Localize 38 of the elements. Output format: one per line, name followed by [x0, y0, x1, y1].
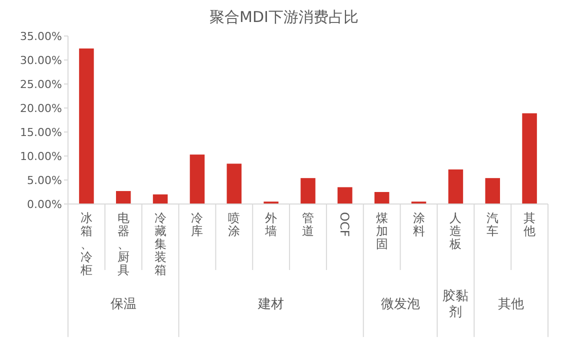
x-tick-label: 喷涂 [228, 211, 240, 238]
x-tick-label: 冷库 [191, 211, 204, 238]
bar [226, 164, 242, 204]
x-tick-label: 冰箱、冷柜 [79, 211, 92, 277]
y-tick-label: 35.00% [20, 30, 62, 43]
x-tick-label: 其他 [524, 211, 536, 238]
bar [116, 191, 131, 204]
x-tick-label: OCF [338, 212, 352, 237]
bar [152, 194, 168, 204]
x-tick-label: 涂料 [412, 211, 425, 238]
text: 微发泡 [380, 297, 420, 312]
bar [300, 178, 316, 204]
bar [522, 113, 537, 204]
y-tick-label: 0.00% [27, 198, 62, 211]
x-tick-label: 外墙 [264, 211, 278, 238]
text: 建材 [257, 297, 284, 312]
y-tick-label: 15.00% [20, 126, 62, 139]
x-tick-label: 管道 [302, 211, 314, 238]
text: 胶黏剂 [442, 289, 469, 320]
bar [448, 169, 464, 204]
x-tick-label: 汽车 [486, 211, 499, 238]
y-tick-label: 10.00% [20, 150, 62, 163]
x-tick-label: 煤加固 [376, 211, 388, 251]
bar [338, 187, 352, 204]
bar [190, 154, 205, 204]
y-tick-label: 30.00% [20, 54, 62, 67]
bar [374, 192, 390, 204]
chart-title: 聚合MDI下游消费占比 [210, 8, 358, 26]
text: 其他 [498, 297, 524, 312]
y-tick-label: 5.00% [27, 174, 62, 187]
text: 保温 [110, 297, 136, 312]
y-tick-label: 25.00% [20, 78, 62, 91]
x-tick-label: 人造板 [448, 211, 462, 251]
y-tick-label: 20.00% [20, 102, 62, 115]
x-tick-label: 电器、厨具 [117, 211, 130, 277]
x-tick-label: 冷藏集装箱 [154, 211, 166, 277]
bar [485, 178, 500, 204]
bar [79, 48, 94, 204]
